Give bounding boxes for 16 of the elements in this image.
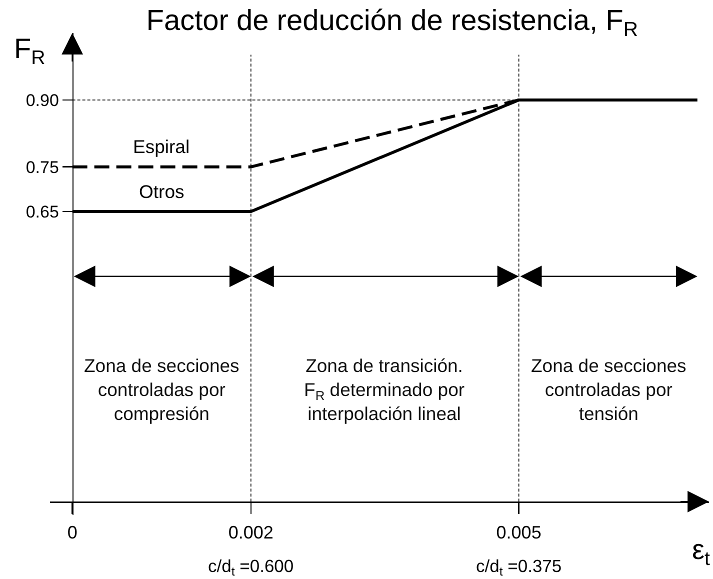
x-tick-label: 0.005 xyxy=(496,522,542,543)
y-tick-label: 0.65 xyxy=(26,202,59,222)
x-axis-title: ε$_{t}$ xyxy=(692,534,710,570)
y-axis-title: F$_{R}$ xyxy=(14,33,46,69)
y-tick-label: 0.75 xyxy=(26,158,59,177)
text: c/d$_{t}$ =0.375 xyxy=(476,556,562,579)
annotation: Zona de secciones controladas por compresión xyxy=(84,355,240,424)
x-tick-label: 0.002 xyxy=(228,522,274,543)
x-tick-label: 0 xyxy=(67,522,78,543)
text: c/d$_{t}$ =0.600 xyxy=(208,556,294,579)
chart-title: Factor de reducción de resistencia, F$_{R}$ xyxy=(146,4,638,41)
y-tick-label: 0.90 xyxy=(26,90,59,110)
series-label: Otros xyxy=(139,181,184,202)
series-label: Espiral xyxy=(133,136,190,157)
annotation: Zona de transición. F$_{R}$ determinado por interpolación lineal xyxy=(304,355,465,424)
annotation: Zona de secciones controladas por tensión xyxy=(531,355,686,424)
